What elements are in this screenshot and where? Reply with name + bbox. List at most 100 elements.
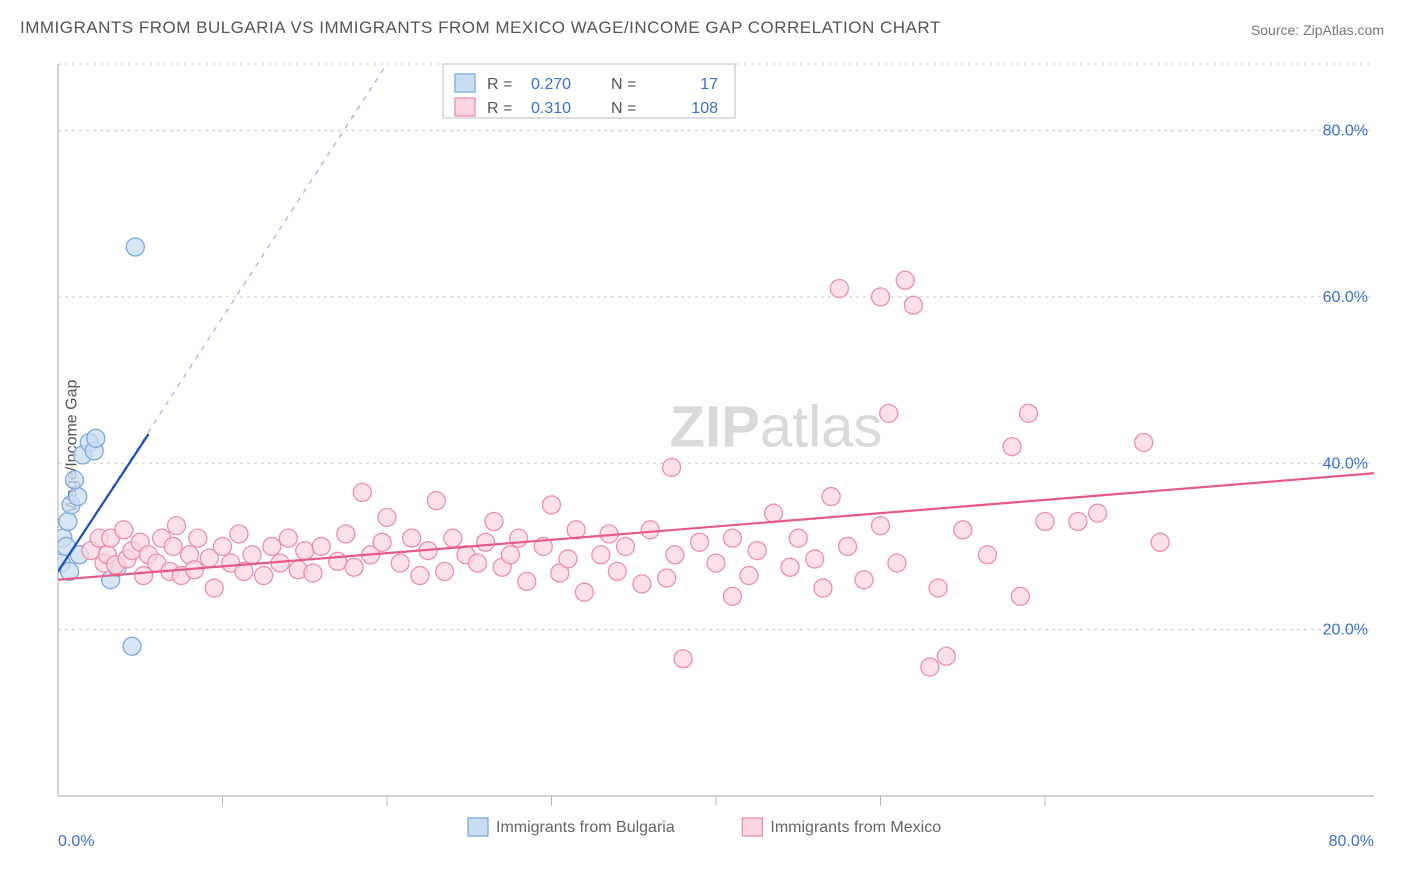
- scatter-point-mexico: [468, 554, 486, 572]
- legend-swatch: [468, 818, 488, 836]
- scatter-point-mexico: [345, 558, 363, 576]
- scatter-point-mexico: [510, 529, 528, 547]
- scatter-point-mexico: [888, 554, 906, 572]
- scatter-chart: 0.0% 80.0% 20.0% 40.0% 60.0% 80.0% ZIPatlas R =…: [48, 56, 1384, 848]
- scatter-point-mexico: [830, 280, 848, 298]
- scatter-point-mexico: [1151, 533, 1169, 551]
- svg-text:80.0%: 80.0%: [1323, 123, 1368, 140]
- scatter-point-mexico: [839, 537, 857, 555]
- scatter-point-mexico: [937, 647, 955, 665]
- scatter-point-mexico: [230, 525, 248, 543]
- svg-text:0.310: 0.310: [531, 100, 571, 117]
- scatter-point-mexico: [723, 587, 741, 605]
- scatter-point-mexico: [592, 546, 610, 564]
- scatter-point-mexico: [658, 569, 676, 587]
- scatter-point-mexico: [666, 546, 684, 564]
- scatter-point-mexico: [921, 658, 939, 676]
- scatter-point-mexico: [115, 521, 133, 539]
- scatter-point-mexico: [781, 558, 799, 576]
- scatter-point-mexico: [978, 546, 996, 564]
- scatter-point-mexico: [1069, 513, 1087, 531]
- scatter-point-mexico: [872, 517, 890, 535]
- scatter-point-mexico: [608, 562, 626, 580]
- scatter-point-mexico: [205, 579, 223, 597]
- scatter-point-mexico: [723, 529, 741, 547]
- scatter-point-mexico: [954, 521, 972, 539]
- svg-text:60.0%: 60.0%: [1323, 289, 1368, 306]
- scatter-point-mexico: [167, 517, 185, 535]
- scatter-point-mexico: [427, 492, 445, 510]
- scatter-point-bulgaria: [65, 471, 83, 489]
- scatter-point-mexico: [329, 552, 347, 570]
- scatter-point-mexico: [214, 537, 232, 555]
- scatter-point-mexico: [806, 550, 824, 568]
- scatter-point-mexico: [1089, 504, 1107, 522]
- scatter-point-mexico: [748, 542, 766, 560]
- source-label: Source:: [1251, 22, 1299, 38]
- scatter-point-mexico: [1011, 587, 1029, 605]
- legend-label: Immigrants from Mexico: [770, 819, 941, 836]
- scatter-point-mexico: [707, 554, 725, 572]
- scatter-point-mexico: [765, 504, 783, 522]
- scatter-point-mexico: [617, 537, 635, 555]
- scatter-point-bulgaria: [126, 238, 144, 256]
- scatter-point-mexico: [567, 521, 585, 539]
- scatter-point-mexico: [575, 583, 593, 601]
- scatter-point-mexico: [263, 537, 281, 555]
- svg-text:N =: N =: [611, 100, 636, 117]
- scatter-point-mexico: [663, 458, 681, 476]
- scatter-point-mexico: [164, 537, 182, 555]
- scatter-point-mexico: [378, 508, 396, 526]
- scatter-point-mexico: [1020, 404, 1038, 422]
- scatter-point-mexico: [337, 525, 355, 543]
- scatter-point-bulgaria: [59, 513, 77, 531]
- source-attribution: Source: ZipAtlas.com: [1251, 22, 1384, 38]
- scatter-point-mexico: [896, 271, 914, 289]
- scatter-point-mexico: [444, 529, 462, 547]
- legend-label: Immigrants from Bulgaria: [496, 819, 675, 836]
- scatter-point-mexico: [373, 533, 391, 551]
- scatter-point-mexico: [189, 529, 207, 547]
- svg-text:0.270: 0.270: [531, 76, 571, 93]
- scatter-point-mexico: [403, 529, 421, 547]
- chart-title: IMMIGRANTS FROM BULGARIA VS IMMIGRANTS F…: [20, 18, 941, 38]
- scatter-point-mexico: [872, 288, 890, 306]
- svg-text:80.0%: 80.0%: [1329, 833, 1374, 848]
- svg-text:ZIPatlas: ZIPatlas: [670, 395, 883, 460]
- scatter-point-mexico: [904, 296, 922, 314]
- svg-text:40.0%: 40.0%: [1323, 455, 1368, 472]
- svg-text:R =: R =: [487, 76, 512, 93]
- svg-text:0.0%: 0.0%: [58, 833, 94, 848]
- scatter-point-mexico: [740, 567, 758, 585]
- scatter-point-mexico: [304, 564, 322, 582]
- scatter-point-mexico: [880, 404, 898, 422]
- scatter-point-mexico: [1135, 433, 1153, 451]
- scatter-point-mexico: [1003, 438, 1021, 456]
- scatter-point-mexico: [485, 513, 503, 531]
- scatter-point-mexico: [543, 496, 561, 514]
- svg-text:N =: N =: [611, 76, 636, 93]
- scatter-point-mexico: [436, 562, 454, 580]
- scatter-point-mexico: [822, 488, 840, 506]
- scatter-point-mexico: [353, 483, 371, 501]
- svg-text:17: 17: [700, 76, 718, 93]
- scatter-point-mexico: [296, 542, 314, 560]
- scatter-point-mexico: [391, 554, 409, 572]
- scatter-point-mexico: [855, 571, 873, 589]
- scatter-point-mexico: [814, 579, 832, 597]
- scatter-point-mexico: [312, 537, 330, 555]
- scatter-point-mexico: [789, 529, 807, 547]
- source-name: ZipAtlas.com: [1303, 22, 1384, 38]
- scatter-point-mexico: [411, 567, 429, 585]
- legend-swatch: [742, 818, 762, 836]
- scatter-point-mexico: [243, 546, 261, 564]
- scatter-point-bulgaria: [123, 637, 141, 655]
- scatter-point-bulgaria: [87, 429, 105, 447]
- scatter-point-mexico: [691, 533, 709, 551]
- svg-text:20.0%: 20.0%: [1323, 622, 1368, 639]
- svg-text:108: 108: [691, 100, 718, 117]
- scatter-point-mexico: [518, 572, 536, 590]
- scatter-point-mexico: [255, 567, 273, 585]
- scatter-point-mexico: [674, 650, 692, 668]
- scatter-point-mexico: [1036, 513, 1054, 531]
